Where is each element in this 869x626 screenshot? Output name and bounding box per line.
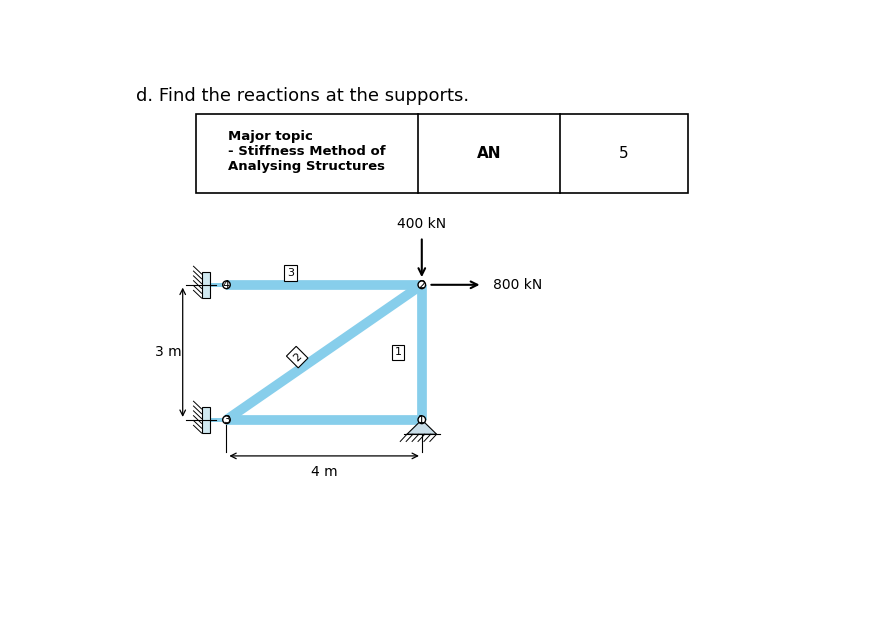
Text: 3: 3 — [287, 268, 294, 278]
Bar — [209, 418, 227, 422]
Bar — [202, 406, 209, 433]
Text: 4: 4 — [223, 280, 230, 290]
Bar — [209, 283, 227, 287]
Bar — [196, 114, 688, 193]
Text: Major topic
- Stiffness Method of
Analysing Structures: Major topic - Stiffness Method of Analys… — [229, 130, 386, 173]
Text: 4 m: 4 m — [311, 464, 337, 479]
Text: AN: AN — [477, 146, 501, 161]
Bar — [202, 272, 209, 298]
Text: 2: 2 — [418, 280, 425, 290]
Text: 800 kN: 800 kN — [493, 278, 541, 292]
Polygon shape — [407, 420, 436, 434]
Text: d. Find the reactions at the supports.: d. Find the reactions at the supports. — [136, 87, 468, 105]
Ellipse shape — [222, 281, 230, 289]
Text: 3 m: 3 m — [155, 346, 182, 359]
Text: 400 kN: 400 kN — [397, 217, 447, 231]
Ellipse shape — [418, 281, 426, 289]
Ellipse shape — [222, 416, 230, 424]
Ellipse shape — [418, 416, 426, 424]
Text: 3: 3 — [223, 415, 230, 425]
Text: 1: 1 — [418, 415, 425, 425]
Text: 2: 2 — [291, 351, 303, 363]
Text: 5: 5 — [619, 146, 628, 161]
Text: 1: 1 — [395, 347, 401, 357]
